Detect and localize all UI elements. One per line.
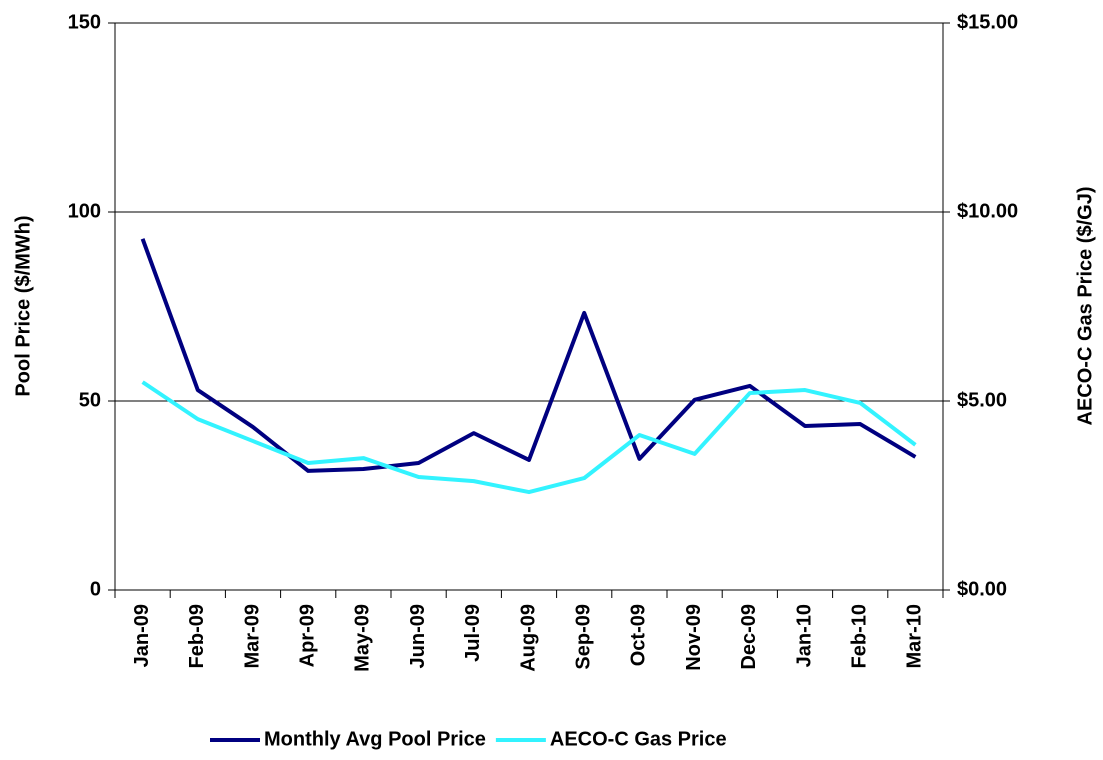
x-tick-label: Mar-10 [904, 604, 926, 668]
x-tick-label: Sep-09 [572, 604, 594, 670]
x-tick-label: Apr-09 [296, 604, 318, 667]
y2-tick-label: $10.00 [957, 200, 1018, 222]
legend-label: Monthly Avg Pool Price [264, 728, 486, 750]
x-tick-label: Jan-09 [131, 604, 153, 667]
y-tick-label: 0 [90, 578, 101, 600]
x-tick-label: May-09 [352, 604, 374, 672]
x-tick-label: Jun-09 [407, 604, 429, 668]
series-line [141, 380, 917, 495]
series-line [140, 238, 917, 473]
y-tick-label: 100 [68, 200, 101, 222]
y-tick-label: 50 [79, 389, 101, 411]
x-tick-label: Feb-10 [848, 604, 870, 668]
x-tick-label: Jul-09 [462, 604, 484, 662]
y-axis-label: Pool Price ($/MWh) [12, 215, 34, 396]
legend-label: AECO-C Gas Price [550, 728, 727, 750]
x-tick-label: Oct-09 [628, 604, 650, 666]
x-tick-label: Nov-09 [683, 604, 705, 671]
y2-tick-label: $0.00 [957, 578, 1007, 600]
x-tick-label: Dec-09 [738, 604, 760, 670]
x-tick-label: Mar-09 [241, 604, 263, 668]
y2-axis-label: AECO-C Gas Price ($/GJ) [1074, 187, 1096, 426]
y2-tick-label: $5.00 [957, 389, 1007, 411]
y2-tick-label: $15.00 [957, 11, 1018, 33]
x-tick-label: Aug-09 [517, 604, 539, 672]
x-tick-label: Jan-10 [793, 604, 815, 667]
y-tick-label: 150 [68, 11, 101, 33]
x-tick-label: Feb-09 [186, 604, 208, 668]
